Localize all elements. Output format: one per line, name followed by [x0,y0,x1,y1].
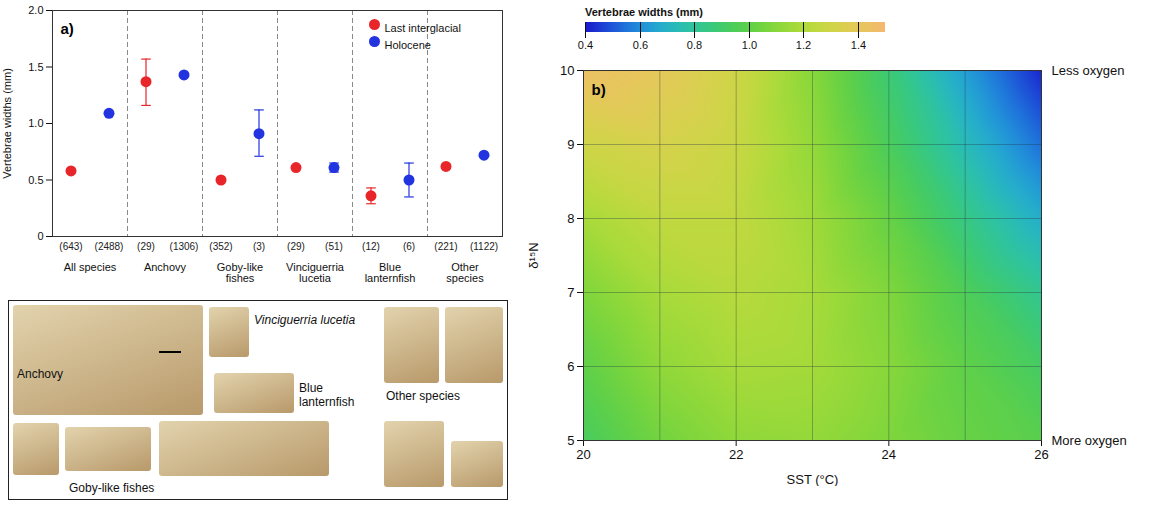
svg-text:SST (°C): SST (°C) [787,472,839,487]
html-text:Other species: Other species [386,389,460,403]
svg-text:Otherspecies: Otherspecies [446,261,484,284]
svg-text:(1122): (1122) [470,241,498,252]
svg-text:b): b) [592,81,606,98]
html-text:Blue lanternfish: Blue lanternfish [299,381,355,409]
svg-text:1.0: 1.0 [742,39,757,51]
svg-text:(1306): (1306) [170,241,199,252]
svg-text:Anchovy: Anchovy [144,261,187,273]
svg-text:(2488): (2488) [95,241,124,252]
svg-text:5: 5 [567,433,574,448]
svg-text:(51): (51) [325,241,343,252]
svg-text:(12): (12) [362,241,380,252]
svg-text:(29): (29) [287,241,305,252]
svg-text:1.5: 1.5 [28,61,43,73]
svg-text:More oxygen: More oxygen [1052,433,1127,448]
svg-text:Vertebrae widths (mm): Vertebrae widths (mm) [585,6,703,18]
svg-text:1.2: 1.2 [796,39,811,51]
svg-text:0.6: 0.6 [633,39,648,51]
svg-text:(29): (29) [137,241,155,252]
svg-text:10: 10 [560,63,574,78]
svg-text:1.4: 1.4 [851,39,866,51]
svg-text:Holocene: Holocene [385,39,431,51]
svg-text:Last interglacial: Last interglacial [385,22,461,34]
svg-text:Vinciguerrialucetia: Vinciguerrialucetia [286,261,345,284]
svg-text:0.8: 0.8 [687,39,702,51]
html-text:Anchovy: Anchovy [17,367,63,381]
svg-text:20: 20 [576,447,590,462]
svg-text:8: 8 [567,211,574,226]
svg-text:9: 9 [567,137,574,152]
html-text:Goby-like fishes: Goby-like fishes [69,481,155,495]
svg-text:2.0: 2.0 [28,4,43,16]
svg-text:Goby-likefishes: Goby-likefishes [217,261,263,284]
svg-text:All species: All species [64,261,117,273]
svg-text:(643): (643) [59,241,82,252]
svg-text:(3): (3) [253,241,265,252]
html-text:Vinciguerria lucetia: Vinciguerria lucetia [254,313,356,327]
svg-text:0: 0 [37,230,43,242]
svg-text:6: 6 [567,359,574,374]
svg-text:0.5: 0.5 [28,174,43,186]
svg-text:7: 7 [567,285,574,300]
svg-text:24: 24 [882,447,896,462]
svg-text:22: 22 [729,447,743,462]
svg-text:(221): (221) [434,241,457,252]
svg-text:26: 26 [1034,447,1048,462]
svg-text:1.0: 1.0 [28,117,43,129]
svg-text:Bluelanternfish: Bluelanternfish [365,261,416,284]
svg-text:Less oxygen: Less oxygen [1052,63,1125,78]
svg-text:δ¹⁵N: δ¹⁵N [526,242,541,268]
svg-text:(352): (352) [209,241,232,252]
svg-text:0.4: 0.4 [578,39,593,51]
svg-text:a): a) [61,20,74,37]
svg-text:(6): (6) [403,241,415,252]
svg-text:Vertebrae widths (mm): Vertebrae widths (mm) [1,68,13,179]
